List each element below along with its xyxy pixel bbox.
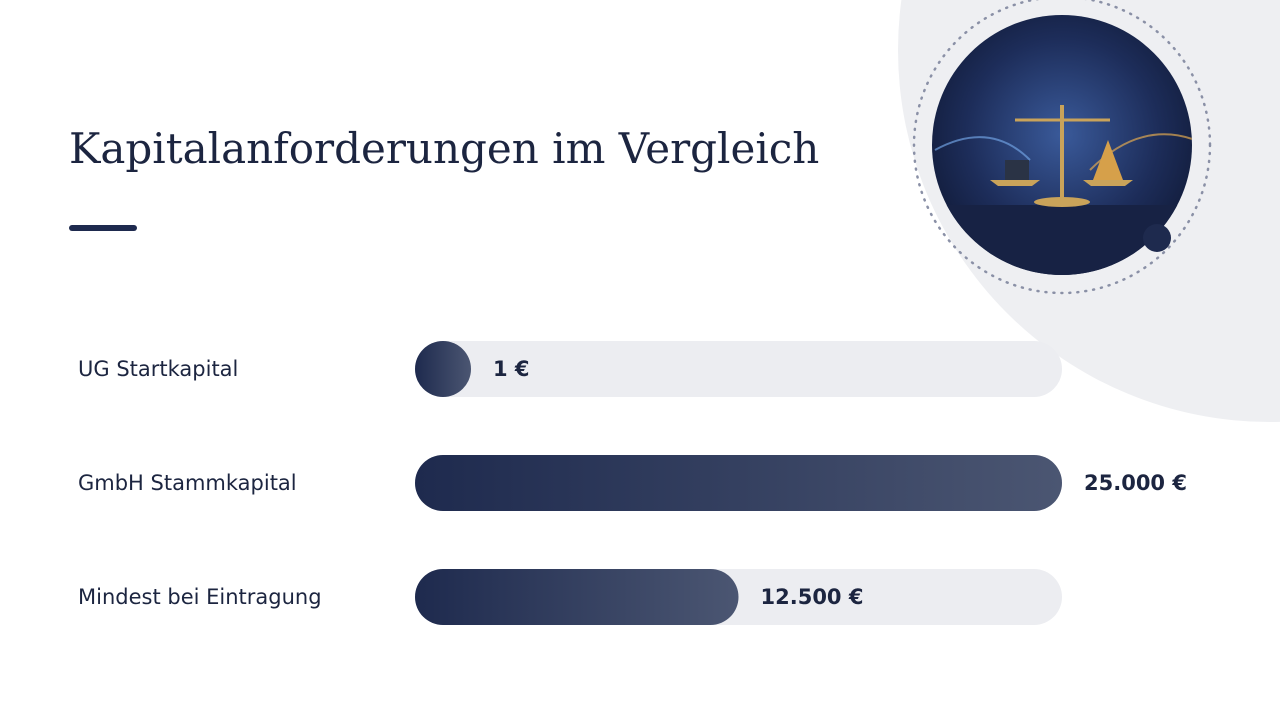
accent-dot [1143,224,1171,252]
bar [415,569,739,625]
category-label: Mindest bei Eintragung [78,585,322,609]
category-label: UG Startkapital [78,357,238,381]
chart-title: Kapitalanforderungen im Vergleich [69,124,819,173]
bar-track [415,341,1062,397]
dotted-ring [912,0,1212,295]
bar [415,455,1062,511]
bar [415,341,471,397]
title-underline [69,225,137,231]
value-label: 25.000 € [1084,471,1187,495]
value-label: 1 € [493,357,530,381]
value-label: 12.500 € [761,585,864,609]
category-label: GmbH Stammkapital [78,471,297,495]
